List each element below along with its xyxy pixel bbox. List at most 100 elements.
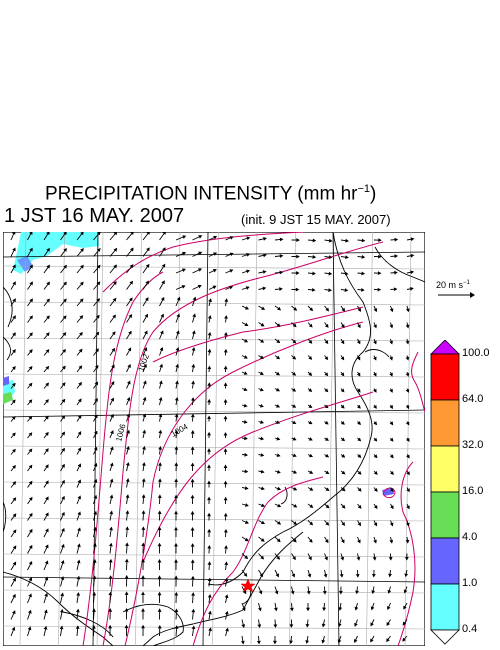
wind-vector-head (141, 478, 146, 482)
wind-vector-head (77, 527, 81, 532)
wind-vector-head (377, 287, 382, 292)
wind-vector-head (162, 247, 166, 252)
wind-vector-head (260, 555, 265, 560)
wind-scale-reference: 20 m s−1 (436, 280, 476, 299)
wind-vector-head (309, 453, 313, 458)
wind-vector-head (182, 235, 187, 239)
wind-vector-head (110, 397, 114, 402)
wind-vector-head (77, 479, 82, 484)
wind-vector-head (125, 462, 130, 466)
wind-vector-head (45, 464, 49, 469)
wind-vector-head (373, 356, 377, 361)
wind-vector-head (12, 610, 16, 615)
wind-vector-head (127, 347, 132, 352)
wind-vector-head (309, 487, 314, 491)
wind-vector-head (28, 464, 33, 469)
wind-vector-head (112, 314, 116, 319)
wind-vector-head (405, 324, 410, 329)
wind-vector-head (176, 313, 180, 318)
wind-vector-head (308, 420, 313, 425)
wind-vector-head (124, 624, 129, 629)
wind-vector-head (292, 371, 297, 376)
wind-vector-head (143, 380, 147, 385)
wind-vector-head (46, 247, 50, 252)
wind-vector-head (394, 254, 399, 259)
wind-vector-head (277, 306, 282, 311)
wind-vector-head (322, 607, 327, 612)
wind-vector-head (109, 494, 114, 499)
wind-vector-head (207, 398, 212, 403)
wind-vector-head (28, 432, 33, 437)
wind-vector-head (159, 363, 163, 368)
wind-vector-head (276, 436, 281, 441)
wind-vector-head (92, 575, 97, 580)
wind-vector-head (328, 288, 332, 292)
wind-vector-head (341, 324, 345, 329)
colorbar-band (430, 583, 460, 631)
wind-vector-head (162, 232, 166, 235)
valid-time-label: 1 JST 16 MAY. 2007 (4, 205, 185, 227)
wind-vector-head (113, 264, 118, 269)
wind-vector-head (124, 591, 129, 595)
wind-vector-head (373, 505, 378, 510)
wind-vector-head (371, 573, 376, 578)
wind-vector-head (62, 348, 66, 353)
wind-vector-head (63, 247, 67, 252)
wind-vector-head (191, 608, 196, 613)
wind-vector-head (207, 348, 212, 353)
colorbar-band (430, 491, 460, 539)
wind-vector-head (61, 527, 65, 532)
wind-vector-head (389, 454, 394, 459)
wind-vector-head (129, 280, 134, 285)
wind-vector-head (386, 638, 390, 643)
wind-vector-head (325, 487, 330, 492)
wind-vector-head (12, 561, 17, 566)
wind-vector-head (207, 577, 212, 582)
wind-vector-head (158, 413, 163, 418)
wind-vector-head (357, 539, 361, 544)
wind-vector-head (78, 348, 83, 353)
wind-vector-head (246, 269, 251, 274)
wind-vector-head (273, 640, 277, 645)
wind-vector-head (261, 503, 266, 508)
wind-vector-head (46, 264, 50, 269)
wind-vector-head (29, 247, 33, 252)
wind-vector-head (111, 331, 116, 336)
wind-vector-head (142, 445, 146, 450)
wind-vector-head (260, 486, 265, 491)
wind-vector-head (161, 280, 165, 285)
pressure-contours (82, 232, 425, 646)
wind-vector-head (370, 622, 374, 627)
wind-vector-head (144, 330, 148, 335)
wind-vector-head (389, 405, 393, 410)
wind-vector-head (224, 594, 229, 599)
wind-vector-head (244, 436, 248, 441)
wind-vector-head (12, 481, 17, 486)
wind-vector-head (406, 471, 410, 476)
wind-vector-head (174, 494, 178, 499)
wind-vector-head (124, 558, 129, 563)
wind-vector-head (341, 539, 345, 544)
wind-vector-head (28, 415, 33, 420)
wind-vector-head (207, 315, 212, 319)
wind-vector-head (246, 236, 251, 241)
wind-vector-head (223, 480, 228, 485)
wind-vector-head (62, 315, 67, 320)
wind-vector-head (141, 591, 145, 596)
wind-vector-head (157, 591, 162, 596)
wind-vector-head (225, 627, 229, 632)
wind-vector-head (113, 232, 118, 236)
wind-vector-head (158, 446, 163, 450)
wind-vector-head (373, 471, 378, 475)
wind-vector-head (12, 247, 16, 252)
wind-vector-head (125, 478, 130, 482)
wind-vector-head (409, 286, 414, 291)
wind-vector-head (63, 264, 67, 269)
wind-vector-head (279, 237, 284, 242)
wind-vector-head (260, 538, 265, 542)
wind-vector-head (373, 421, 378, 426)
wind-vector-head (390, 488, 394, 493)
wind-vector-head (386, 622, 391, 627)
wind-vector-head (276, 420, 281, 425)
wind-vector-head (157, 624, 162, 629)
